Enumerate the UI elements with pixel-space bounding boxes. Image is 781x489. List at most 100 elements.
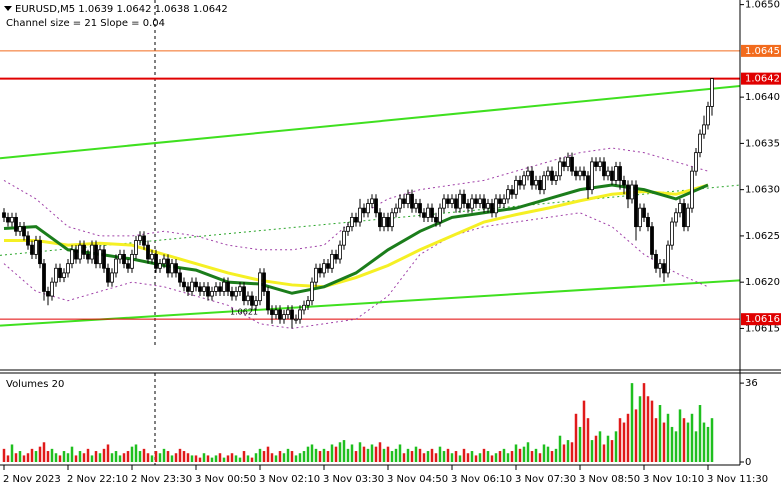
candle-body: [614, 166, 618, 181]
candle-body: [178, 272, 182, 283]
candle-body: [238, 286, 242, 292]
candle-body: [610, 170, 614, 181]
candle-body: [550, 170, 554, 181]
candle-body: [602, 161, 606, 177]
candle-body: [634, 184, 638, 228]
candle-body: [174, 263, 178, 274]
candle-body: [638, 207, 642, 228]
candle-body: [678, 203, 682, 214]
candle-body: [82, 244, 86, 255]
candle-body: [578, 170, 582, 177]
x-tick-label: 3 Nov 10:10: [643, 474, 704, 485]
candle-body: [474, 198, 478, 204]
candle-body: [394, 207, 398, 214]
candle-body: [130, 254, 134, 269]
candle-body: [138, 235, 142, 241]
candle-body: [18, 226, 22, 232]
channel-info: Channel size = 21 Slope = 0.04: [6, 18, 165, 29]
candle-body: [414, 203, 418, 209]
candle-body: [170, 263, 174, 274]
candle-body: [462, 193, 466, 204]
trend-line: [0, 85, 740, 160]
candle-body: [158, 263, 162, 269]
candle-body: [58, 267, 62, 278]
candle-body: [358, 207, 362, 223]
x-tick-label: 3 Nov 06:10: [451, 474, 512, 485]
x-tick-label: 3 Nov 11:30: [707, 474, 768, 485]
candle-body: [242, 286, 246, 302]
candle-body: [366, 203, 370, 214]
candle-body: [490, 203, 494, 214]
x-tick-label: 3 Nov 02:10: [259, 474, 320, 485]
candle-body: [506, 189, 510, 200]
candle-body: [254, 300, 258, 306]
candle-body: [470, 198, 474, 209]
candle-body: [646, 217, 650, 228]
x-tick-label: 3 Nov 07:30: [515, 474, 576, 485]
candle-body: [270, 309, 274, 315]
candle-body: [322, 263, 326, 274]
candle-body: [30, 244, 34, 255]
x-tick-label: 2 Nov 23:30: [131, 474, 192, 485]
candle-body: [118, 254, 122, 260]
candle-body: [422, 212, 426, 218]
candle-body: [390, 212, 394, 228]
candle-body: [498, 198, 502, 204]
candle-body: [14, 217, 18, 232]
candle-body: [222, 281, 226, 292]
candle-body: [250, 295, 254, 306]
candle-body: [278, 309, 282, 320]
candle-body: [570, 156, 574, 172]
candle-body: [286, 309, 290, 315]
candle-body: [126, 263, 130, 269]
candle-body: [442, 198, 446, 209]
candle-body: [338, 244, 342, 260]
candle-body: [346, 226, 350, 232]
candle-body: [702, 124, 706, 135]
candle-body: [362, 207, 366, 214]
candle-body: [354, 217, 358, 223]
y-tick-label: 1.0630: [745, 185, 780, 196]
candle-body: [190, 281, 194, 292]
candle-body: [438, 207, 442, 223]
candle-body: [22, 226, 26, 237]
candle-body: [86, 254, 90, 260]
candle-body: [706, 105, 710, 126]
indicator-line: [4, 183, 709, 289]
candle-body: [674, 212, 678, 223]
x-tick-label: 3 Nov 00:50: [195, 474, 256, 485]
candle-body: [94, 244, 98, 265]
candle-body: [262, 272, 266, 292]
candle-body: [666, 244, 670, 274]
x-tick-label: 2 Nov 2023: [3, 474, 61, 485]
menu-arrow[interactable]: [4, 6, 12, 11]
candle-body: [458, 193, 462, 209]
candle-body: [186, 286, 190, 292]
level-label-box: [741, 44, 781, 57]
candle-body: [538, 180, 542, 191]
candle-body: [466, 203, 470, 209]
candle-body: [342, 230, 346, 246]
candle-body: [110, 272, 114, 283]
candle-body: [658, 263, 662, 269]
candle-body: [542, 175, 546, 191]
candle-body: [630, 184, 634, 200]
candle-body: [66, 263, 70, 274]
candle-body: [106, 267, 110, 283]
candle-body: [386, 217, 390, 228]
x-tick-label: 3 Nov 04:50: [387, 474, 448, 485]
candle-body: [70, 249, 74, 265]
candle-body: [686, 207, 690, 228]
candle-body: [334, 254, 338, 260]
candle-body: [406, 193, 410, 204]
candle-body: [410, 193, 414, 209]
volume-tick-label: 0: [745, 457, 751, 468]
candle-body: [218, 286, 222, 292]
x-tick-label: 2 Nov 22:10: [67, 474, 128, 485]
volume-tick-label: 36: [745, 378, 758, 389]
chart-header: EURUSD,M5 1.0639 1.0642 1.0638 1.0642: [15, 4, 228, 15]
candle-body: [510, 189, 514, 195]
level-label: 1.0642: [745, 74, 780, 85]
price-annotation: 1.0621: [230, 308, 258, 317]
candle-body: [598, 161, 602, 167]
